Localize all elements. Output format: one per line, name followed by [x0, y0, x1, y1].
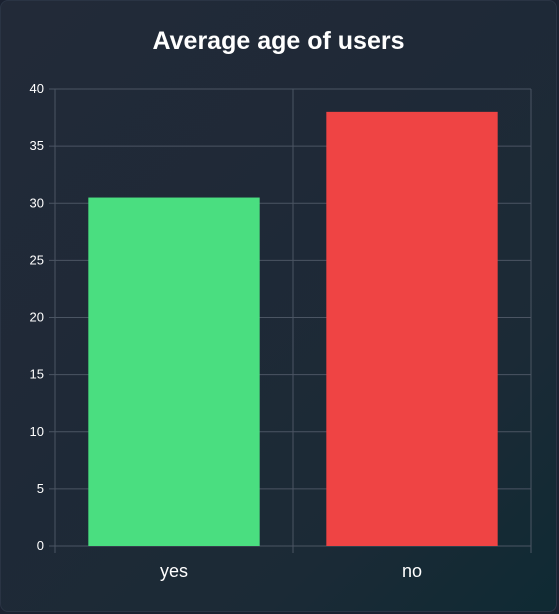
y-tick-label: 30: [30, 195, 44, 210]
x-tick-label: yes: [160, 561, 188, 581]
y-tick-label: 25: [30, 252, 44, 267]
bars: [88, 111, 498, 546]
bar-yes: [88, 197, 260, 546]
x-axis-ticks: yes no: [160, 561, 422, 581]
y-tick-label: 35: [30, 138, 44, 153]
y-tick-label: 5: [37, 481, 44, 496]
y-tick-label: 20: [30, 310, 44, 325]
y-tick-label: 10: [30, 424, 44, 439]
x-tick-label: no: [402, 561, 422, 581]
bar-no: [326, 111, 498, 546]
chart-title: Average age of users: [152, 27, 405, 55]
y-tick-label: 40: [30, 81, 44, 96]
y-tick-label: 0: [37, 538, 44, 553]
y-tick-label: 15: [30, 367, 44, 382]
y-axis-ticks: 0 5 10 15 20 25 30 35 40: [30, 81, 44, 553]
